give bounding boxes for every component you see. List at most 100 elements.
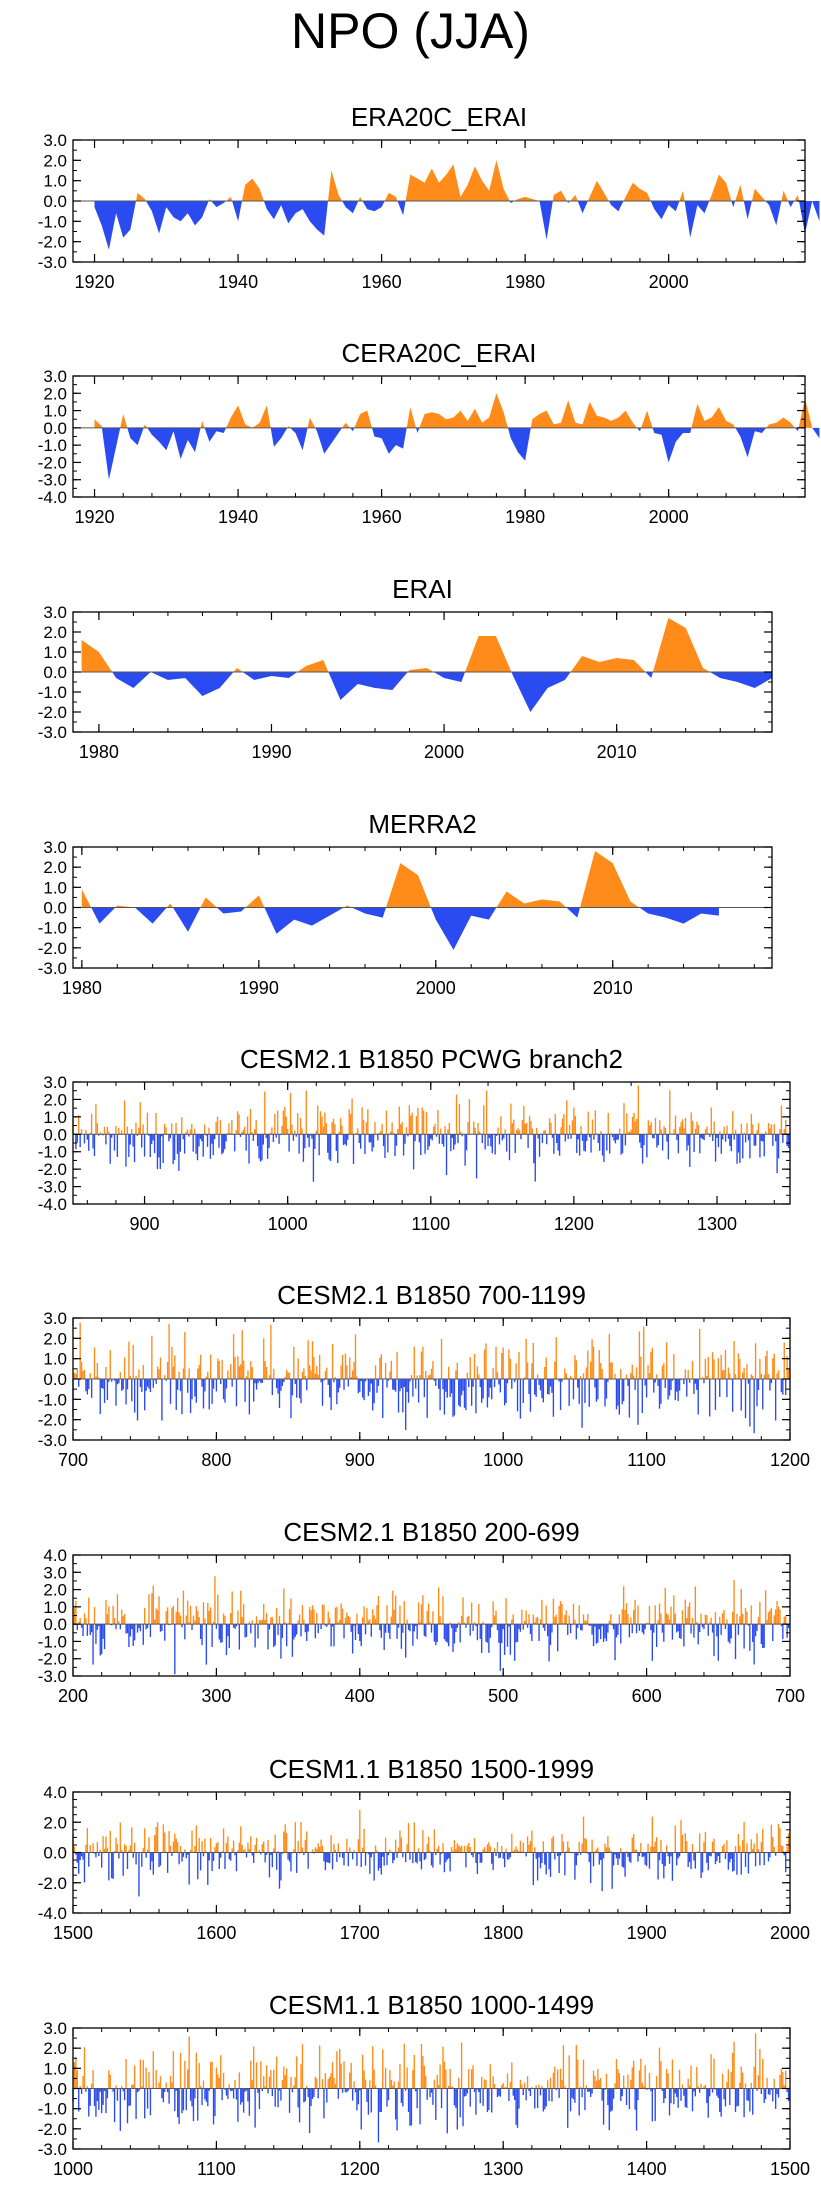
negative-bar [179,1134,182,1152]
positive-bar [303,1619,305,1625]
negative-bar [703,1379,705,1384]
positive-bar [132,1345,134,1379]
positive-bar [707,1133,710,1135]
positive-bar [532,1343,534,1379]
x-tick-label: 1940 [218,272,258,292]
positive-bar [403,1600,405,1625]
y-tick-label: -4.0 [38,1195,67,1214]
negative-bar [701,1852,704,1873]
negative-bar [80,2088,83,2094]
negative-bar [661,1134,664,1151]
x-tick-label: 1700 [340,1923,380,1943]
negative-bar [451,1134,453,1138]
negative-bar [553,1134,555,1154]
negative-bar [367,1379,370,1397]
positive-bar [474,1127,476,1135]
positive-bar [324,1370,327,1379]
positive-bar [390,1131,392,1135]
negative-bar [326,1852,328,1863]
positive-bar [168,1831,170,1853]
negative-bar [552,1379,555,1417]
positive-bar [750,1605,752,1625]
positive-bar [750,1374,752,1379]
positive-bar [296,2056,298,2089]
positive-area [552,190,567,201]
negative-area [812,427,820,439]
positive-bar [762,2058,764,2089]
positive-bar [726,2082,728,2089]
positive-bar [86,1828,89,1853]
negative-bar [680,1379,682,1381]
negative-bar [207,2088,209,2107]
y-tick-label: -2.0 [38,233,67,252]
y-tick-label: -1.0 [38,1632,67,1651]
negative-bar [749,1624,751,1651]
negative-bar [234,1852,236,1856]
negative-bar [747,1379,750,1384]
positive-bar [155,1826,157,1853]
positive-bar [719,1131,721,1135]
positive-bar [511,1619,513,1625]
negative-bar [764,2088,767,2100]
positive-bar [591,1119,594,1135]
negative-bar [443,1379,446,1415]
positive-bar [164,1375,166,1379]
negative-bar [634,2088,636,2110]
negative-bar [656,1134,658,1148]
positive-bar [526,2076,529,2089]
negative-bar [430,1134,432,1139]
positive-area [419,393,508,428]
negative-bar [98,1852,100,1857]
positive-bar [660,2061,662,2089]
positive-bar [185,1131,187,1135]
negative-bar [736,1852,738,1875]
negative-bar [129,1134,131,1145]
positive-bar [361,1107,363,1135]
negative-bar [341,1852,344,1858]
negative-bar [693,1624,695,1638]
positive-bar [631,1837,633,1853]
negative-bar [420,1134,422,1156]
positive-bar [83,1369,86,1379]
negative-bar [664,1379,666,1388]
y-tick-label: -1.0 [38,919,67,938]
positive-bar [531,1830,533,1853]
negative-bar [744,1379,747,1419]
negative-bar [723,2088,725,2100]
negative-area [91,907,116,924]
y-tick-label: 3.0 [43,1563,67,1582]
positive-bar [439,2064,441,2089]
positive-bar [215,1121,217,1135]
positive-bar [508,1349,510,1379]
positive-bar [235,1130,237,1135]
positive-bar [240,1826,242,1853]
positive-bar [151,1593,153,1625]
positive-bar [269,1132,272,1135]
positive-bar [250,1361,252,1379]
positive-bar [247,1842,249,1853]
negative-bar [195,1379,197,1403]
negative-bar [182,1852,185,1857]
positive-area [580,851,640,908]
positive-bar [757,1123,760,1135]
positive-bar [482,1621,484,1625]
negative-bar [328,1134,330,1160]
negative-bar [161,1379,163,1421]
negative-bar [336,1379,338,1405]
y-tick-label: 2.0 [43,623,67,642]
positive-bar [119,1133,121,1135]
positive-bar [756,1833,758,1853]
positive-bar [205,1376,208,1379]
positive-bar [711,1841,714,1853]
negative-bar [616,1134,618,1140]
positive-area [766,417,795,428]
positive-bar [182,1590,185,1625]
positive-bar [518,1130,521,1135]
positive-bar [367,1620,370,1625]
positive-bar [524,1123,526,1135]
positive-bar [226,1132,229,1135]
positive-bar [468,1099,471,1135]
positive-bar [746,1611,748,1625]
x-tick-label: 1300 [483,2159,523,2179]
negative-bar [320,1379,322,1383]
